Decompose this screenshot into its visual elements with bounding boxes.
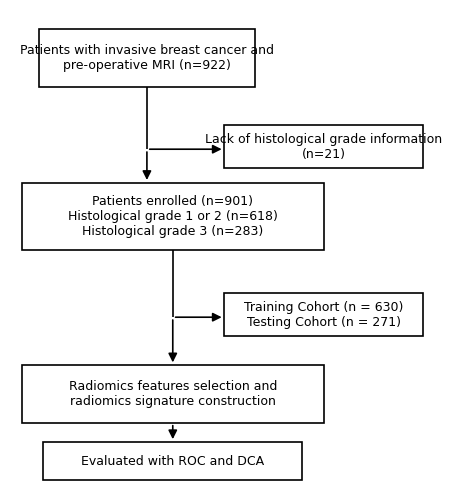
Text: Patients enrolled (n=901)
Histological grade 1 or 2 (n=618)
Histological grade 3: Patients enrolled (n=901) Histological g… — [68, 195, 278, 238]
FancyBboxPatch shape — [224, 293, 423, 337]
FancyBboxPatch shape — [22, 183, 324, 250]
Text: Training Cohort (n = 630)
Testing Cohort (n = 271): Training Cohort (n = 630) Testing Cohort… — [244, 301, 403, 329]
Text: Lack of histological grade information
(n=21): Lack of histological grade information (… — [205, 133, 442, 161]
Text: Radiomics features selection and
radiomics signature construction: Radiomics features selection and radiomi… — [69, 380, 277, 408]
FancyBboxPatch shape — [22, 365, 324, 423]
Text: Evaluated with ROC and DCA: Evaluated with ROC and DCA — [81, 454, 264, 468]
Text: Patients with invasive breast cancer and
pre-operative MRI (n=922): Patients with invasive breast cancer and… — [20, 44, 274, 72]
FancyBboxPatch shape — [39, 29, 255, 87]
FancyBboxPatch shape — [224, 125, 423, 168]
FancyBboxPatch shape — [44, 442, 302, 480]
